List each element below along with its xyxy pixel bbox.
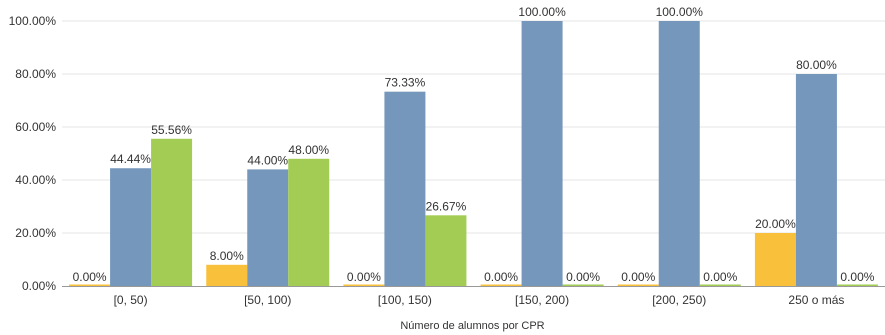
data-label: 0.00% — [840, 270, 874, 284]
data-label: 0.00% — [73, 270, 107, 284]
bar — [425, 215, 467, 286]
data-label: 0.00% — [703, 270, 737, 284]
data-labels: 0.00% 44.44% 55.56% 8.00% 44.00%48.00% 0.00% 7… — [73, 5, 875, 284]
bars — [69, 21, 878, 286]
y-tick-label: 0.00% — [22, 279, 56, 293]
bar — [151, 138, 193, 286]
data-label: 20.00% — [755, 217, 796, 231]
data-label: 8.00% — [210, 249, 244, 263]
bar — [658, 21, 700, 286]
bar — [795, 74, 837, 286]
data-label: 26.67% — [426, 199, 467, 213]
data-label: 100.00% — [518, 5, 566, 19]
data-label: 73.33% — [385, 76, 426, 90]
data-label: 55.56% — [151, 123, 192, 137]
y-tick-label: 20.00% — [15, 226, 56, 240]
bar — [343, 284, 385, 286]
bar — [617, 284, 659, 286]
bar — [521, 21, 563, 286]
x-category-label: [0, 50) — [114, 293, 148, 307]
x-axis-categories: [0, 50) [50, 100) [100, 150) [150, 200) [200… — [114, 293, 845, 307]
bar — [110, 168, 152, 286]
bar — [754, 233, 796, 286]
x-category-label: [100, 150) — [378, 293, 432, 307]
bar — [247, 169, 289, 286]
data-label: 44.00% — [247, 153, 288, 167]
x-axis-title: Número de alumnos por CPR — [400, 320, 544, 332]
grid — [62, 20, 885, 234]
bar — [206, 264, 248, 286]
bar — [699, 284, 741, 286]
y-tick-label: 60.00% — [15, 120, 56, 134]
bar — [562, 284, 604, 286]
x-category-label: [200, 250) — [652, 293, 706, 307]
x-category-label: 250 o más — [788, 293, 844, 307]
data-label: 44.44% — [110, 152, 151, 166]
y-axis-ticks: 0.00% 20.00% 40.00% 60.00% 80.00% 100.00% — [9, 14, 57, 293]
y-tick-label: 40.00% — [15, 173, 56, 187]
data-label: 100.00% — [656, 5, 704, 19]
bar — [69, 284, 111, 286]
bar — [480, 284, 522, 286]
x-category-label: [150, 200) — [515, 293, 569, 307]
x-category-label: [50, 100) — [244, 293, 291, 307]
data-label: 0.00% — [347, 270, 381, 284]
y-tick-label: 100.00% — [9, 14, 57, 28]
data-label: 80.00% — [796, 58, 837, 72]
bar — [288, 158, 330, 286]
data-label: 0.00% — [566, 270, 600, 284]
y-tick-label: 80.00% — [15, 67, 56, 81]
bar — [836, 284, 878, 286]
data-label: 48.00% — [288, 143, 329, 157]
bar — [384, 91, 426, 286]
data-label: 0.00% — [621, 270, 655, 284]
data-label: 0.00% — [484, 270, 518, 284]
